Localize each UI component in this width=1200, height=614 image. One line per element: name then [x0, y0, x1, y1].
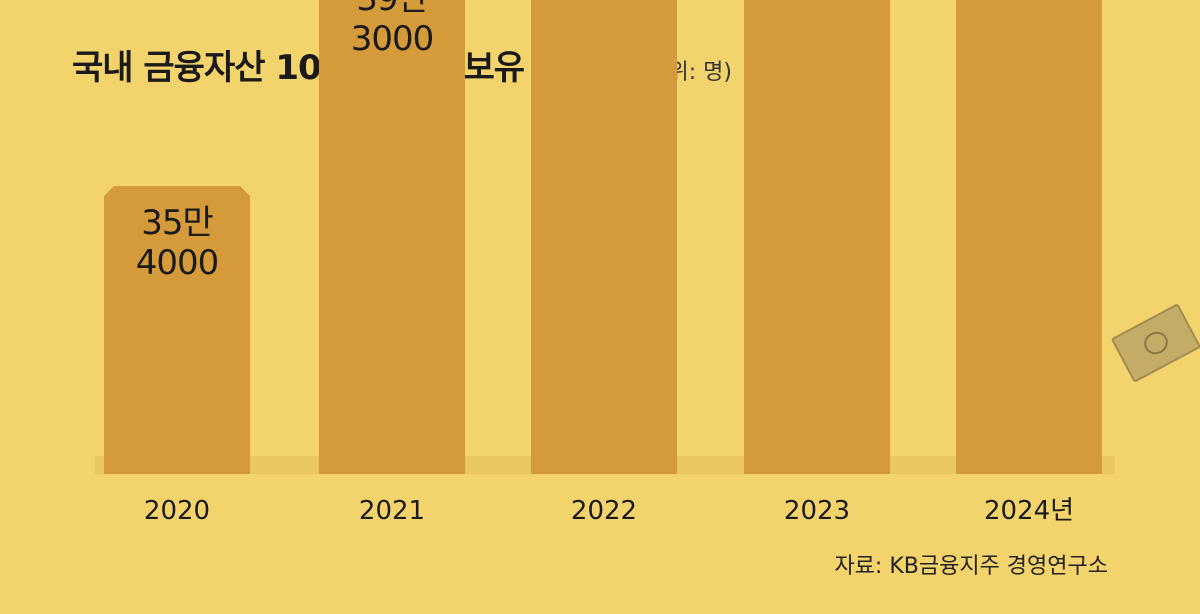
category-label-4: 2024년 [984, 496, 1074, 526]
category-label-0: 2020 [144, 496, 210, 526]
bar-value-label-0-1: 4000 [136, 243, 219, 283]
category-label-2: 2022 [571, 496, 637, 526]
bar-3 [744, 0, 890, 474]
bar-value-label-0-0: 35만 [141, 203, 213, 243]
bar-0 [104, 186, 250, 474]
bar-2 [531, 0, 677, 474]
bar-value-label-1-0: 39만 [356, 0, 428, 19]
bar-4 [956, 0, 1102, 474]
category-label-1: 2021 [359, 496, 425, 526]
category-label-3: 2023 [784, 496, 850, 526]
bar-1 [319, 0, 465, 474]
source-note: 자료: KB금융지주 경영연구소 [834, 554, 1108, 579]
bar-value-label-1-1: 3000 [351, 19, 434, 59]
